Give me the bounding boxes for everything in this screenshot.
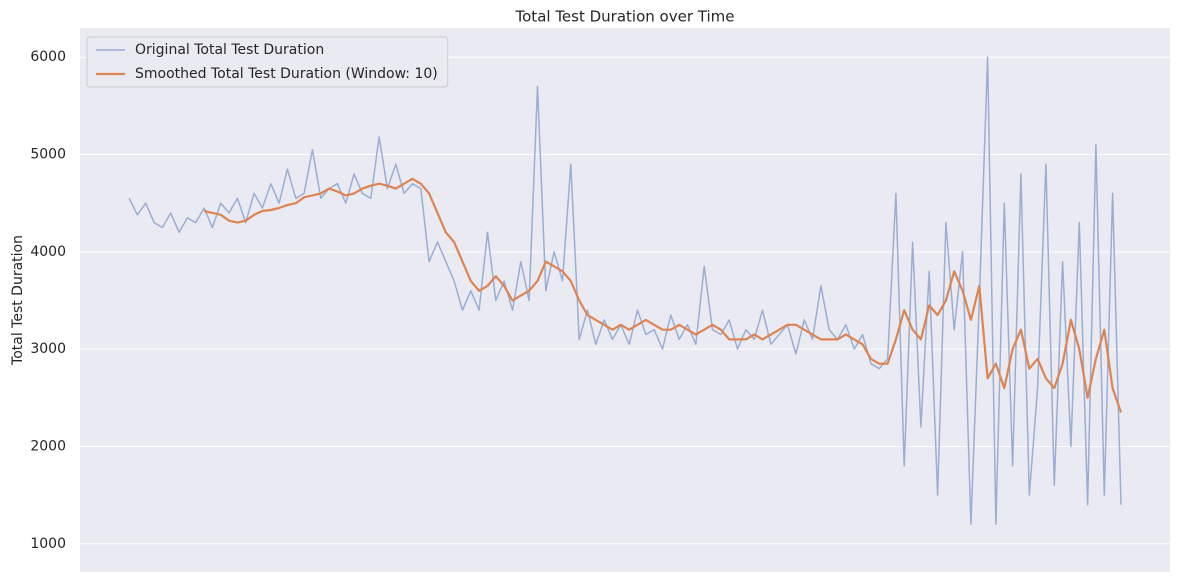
y-tick-label: 4000 (30, 244, 66, 260)
y-tick-label: 6000 (30, 49, 66, 65)
legend-box (86, 36, 449, 88)
series-line (203, 177, 1123, 413)
legend-label: Original Total Test Duration (135, 42, 324, 58)
plot-area (80, 28, 1170, 572)
y-tick-label: 2000 (30, 438, 66, 454)
chart-title: Total Test Duration over Time (515, 8, 735, 26)
y-tick-label: 5000 (30, 147, 66, 163)
y-tick-label: 1000 (30, 536, 66, 552)
series-line (128, 56, 1122, 526)
y-tick-label: 3000 (30, 341, 66, 357)
y-axis-label: Total Test Duration (10, 235, 26, 366)
legend-label: Smoothed Total Test Duration (Window: 10… (135, 66, 438, 82)
